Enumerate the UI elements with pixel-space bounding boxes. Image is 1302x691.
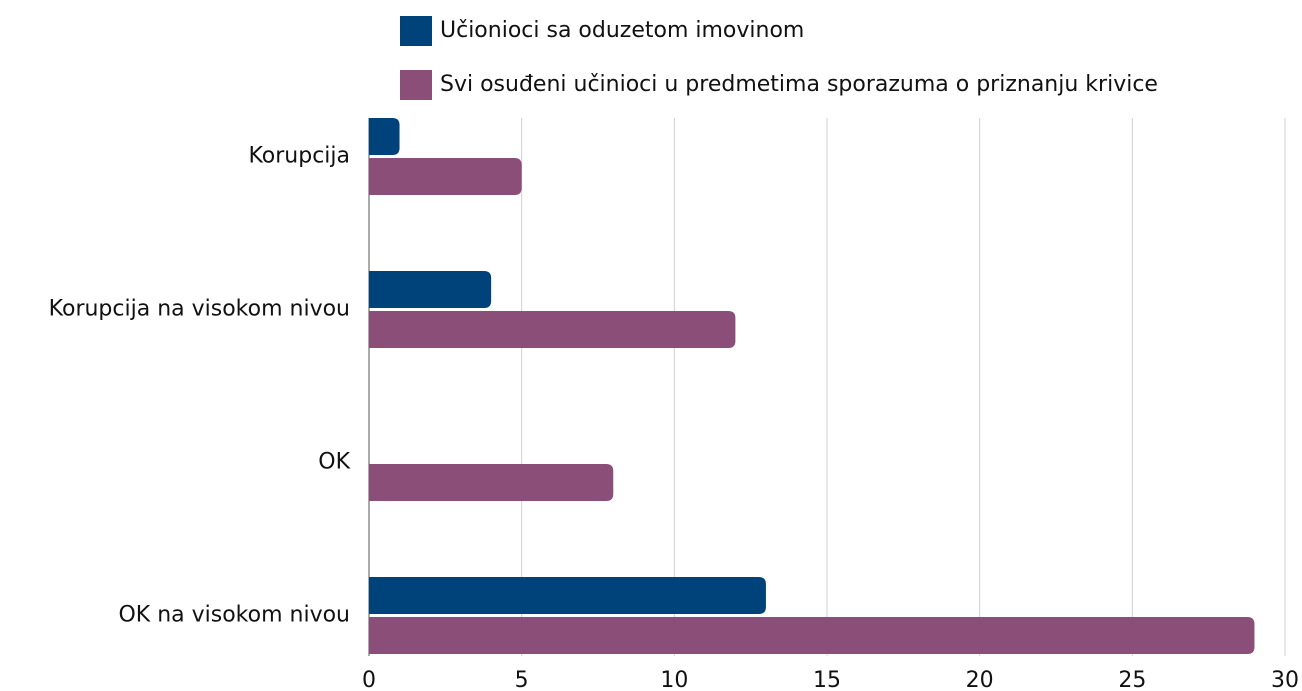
- x-tick-label: 0: [362, 668, 376, 691]
- y-tick-label: OK: [318, 450, 350, 475]
- legend-swatch: [400, 16, 432, 46]
- x-tick-label: 20: [966, 668, 994, 691]
- legend-swatch: [400, 70, 432, 100]
- x-tick-label: 5: [515, 668, 529, 691]
- bar: [369, 577, 766, 614]
- bar: [369, 311, 736, 348]
- bar: [369, 617, 1255, 654]
- x-tick-label: 30: [1271, 668, 1299, 691]
- legend-label: Učionioci sa oduzetom imovinom: [440, 18, 804, 43]
- bar: [369, 158, 522, 195]
- y-tick-label: OK na visokom nivou: [118, 603, 350, 628]
- bar: [369, 271, 492, 308]
- y-tick-label: Korupcija: [248, 144, 350, 169]
- y-tick-label: Korupcija na visokom nivou: [49, 297, 350, 322]
- x-tick-label: 25: [1118, 668, 1146, 691]
- x-tick-label: 15: [813, 668, 841, 691]
- bar: [369, 118, 400, 155]
- bar: [369, 464, 614, 501]
- legend-label: Svi osuđeni učinioci u predmetima sporaz…: [440, 72, 1158, 97]
- x-tick-label: 10: [660, 668, 688, 691]
